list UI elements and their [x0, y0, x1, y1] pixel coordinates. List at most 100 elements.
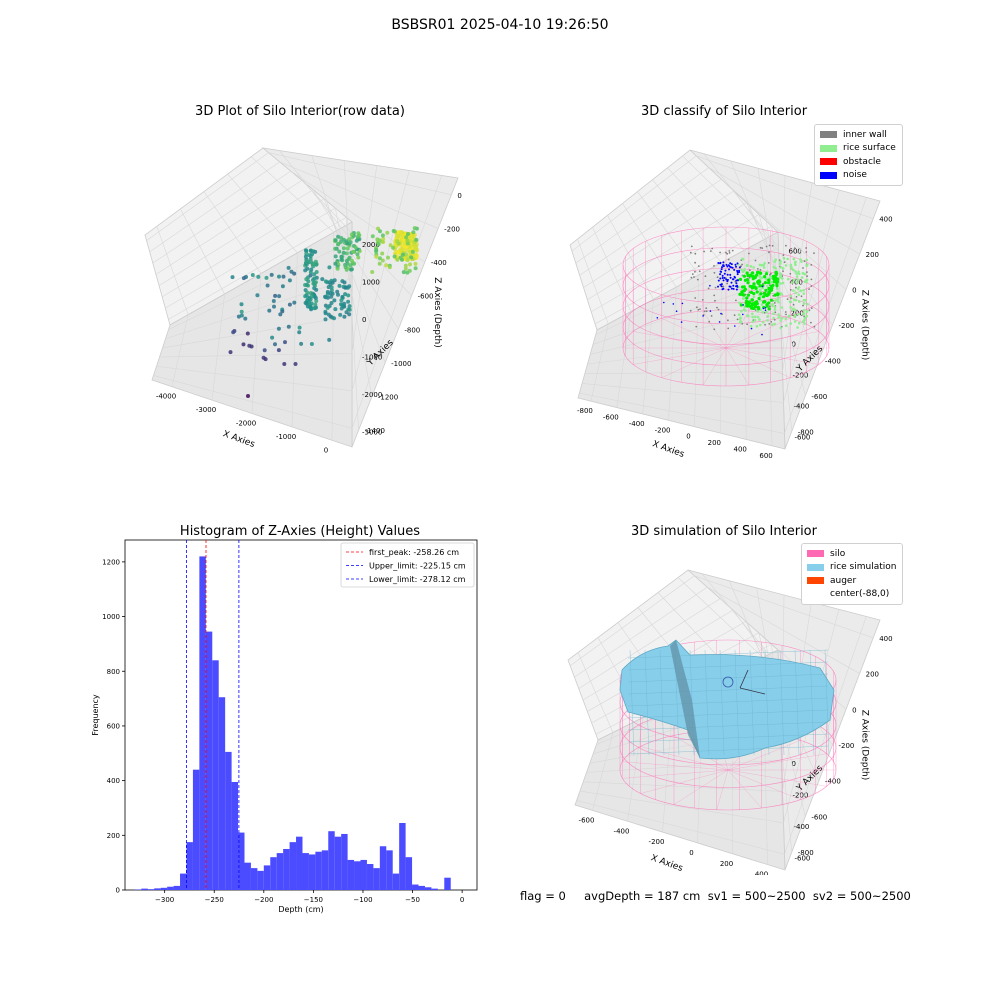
histogram-legend-label: Lower_limit: -278.12 cm: [369, 575, 466, 584]
classify-wall-point: [714, 299, 716, 302]
raw-point: [335, 289, 340, 294]
raw-point: [320, 277, 325, 282]
raw-point: [323, 294, 328, 299]
classify-xtick-label: 400: [734, 445, 747, 453]
classify-surface-point: [796, 326, 799, 329]
raw-point: [388, 243, 393, 248]
classify-surface-point: [805, 314, 808, 318]
raw-point: [409, 255, 414, 260]
classify-noise-point: [728, 265, 731, 268]
simulation-xtick-label: -200: [649, 838, 665, 846]
classify-surface-point: [738, 277, 743, 281]
histogram-legend-label: first_peak: -258.26 cm: [369, 548, 459, 557]
histogram-bar: [373, 868, 380, 891]
classify-surface-point: [792, 307, 795, 311]
classify-wall-point: [749, 269, 751, 272]
classify-surface-point: [767, 278, 771, 282]
classify-surface-point: [803, 322, 806, 325]
raw-point: [304, 258, 309, 263]
raw-gridline: [156, 226, 189, 387]
simulation-gridline: [576, 616, 867, 855]
raw-point: [349, 232, 354, 237]
classify-legend-label: noise: [843, 170, 867, 181]
raw-plot-title: 3D Plot of Silo Interior(row data): [195, 104, 405, 119]
classify-wall-point: [748, 291, 751, 294]
classify-wall-point: [782, 270, 784, 273]
classify-surface-point: [763, 275, 767, 279]
histogram-bar: [218, 697, 226, 890]
figure-suptitle: BSBSR01 2025-04-10 19:26:50: [391, 17, 609, 33]
raw-point: [309, 267, 314, 272]
simulation-silo-spoke: [727, 769, 827, 787]
center-marker: [722, 676, 734, 688]
simulation-silo-spoke: [640, 746, 729, 771]
classify-wall-point: [769, 273, 771, 276]
raw-ytick-label: 2000: [362, 241, 380, 249]
simulation-xaxis-label: X Axies: [649, 853, 684, 874]
simulation-silo-spoke: [673, 769, 729, 805]
classify-noise-point: [672, 303, 675, 305]
histogram-bar: [238, 832, 245, 890]
classify-surface-point: [765, 293, 769, 298]
classify-surface-point: [762, 263, 765, 267]
classify-noise-point: [726, 280, 729, 283]
histogram-xtick-label: 0: [460, 896, 464, 904]
classify-surface-point: [799, 258, 802, 261]
simulation-ztick-label: -600: [811, 813, 827, 821]
classify-legend-item: noise: [820, 169, 896, 183]
histogram-bar: [134, 889, 142, 890]
classify-surface-point: [776, 292, 780, 296]
classify-legend-item: inner wall: [820, 128, 896, 142]
raw-point: [391, 229, 396, 233]
raw-point: [244, 275, 248, 279]
raw-ytick-label: 1000: [362, 278, 380, 286]
raw-point: [313, 259, 318, 264]
classify-surface-point: [772, 316, 775, 320]
raw-point: [333, 261, 338, 266]
simulation-silo-spoke: [727, 753, 827, 771]
simulation-silo-spoke: [727, 769, 762, 809]
classify-surface-point: [779, 275, 782, 279]
classify-surface-point: [779, 292, 783, 295]
raw-point: [406, 232, 410, 236]
classify-xaxis-label: X Axies: [651, 439, 686, 460]
rice-mesh-line: [627, 661, 829, 671]
classify-surface-point: [740, 268, 743, 272]
classify-wall-point: [808, 288, 810, 290]
classify-surface-point: [776, 296, 780, 299]
classify-wall-point: [713, 294, 716, 297]
raw-point: [292, 300, 297, 305]
classify-noise-point: [725, 263, 728, 266]
histogram-xtick-label: −250: [205, 896, 224, 904]
classify-surface-point: [789, 263, 793, 267]
histogram-ytick-label: 400: [107, 777, 120, 785]
classify-surface-point: [749, 290, 754, 294]
raw-point: [384, 263, 389, 268]
classify-gridline: [607, 215, 654, 414]
raw-point: [350, 258, 354, 263]
classify-wall-point: [709, 250, 712, 253]
classify-surface-point: [758, 284, 762, 288]
raw-point: [336, 234, 341, 239]
classify-surface-point: [739, 303, 743, 307]
simulation-3d-plot: -600-400-20002004006004002000-200-400-60…: [567, 569, 893, 875]
raw-point: [313, 302, 318, 307]
classify-surface-point: [763, 281, 768, 285]
classify-gridline: [595, 153, 779, 336]
simulation-gridline: [577, 652, 614, 811]
raw-point: [312, 280, 317, 285]
classify-noise-point: [726, 273, 729, 276]
classify-surface-point: [773, 293, 777, 297]
raw-point: [344, 259, 349, 263]
classify-noise-point: [730, 287, 733, 290]
histogram-bar: [244, 862, 251, 890]
classify-wall-point: [735, 299, 737, 302]
classify-wall-point: [728, 252, 731, 254]
raw-point: [374, 254, 379, 259]
classify-surface-point: [740, 310, 743, 313]
classify-noise-point: [726, 265, 729, 268]
raw-point: [299, 341, 304, 346]
histogram-xtick-label: −100: [353, 896, 372, 904]
classify-gridline: [637, 191, 700, 427]
classify-xtick-label: 0: [686, 433, 690, 441]
